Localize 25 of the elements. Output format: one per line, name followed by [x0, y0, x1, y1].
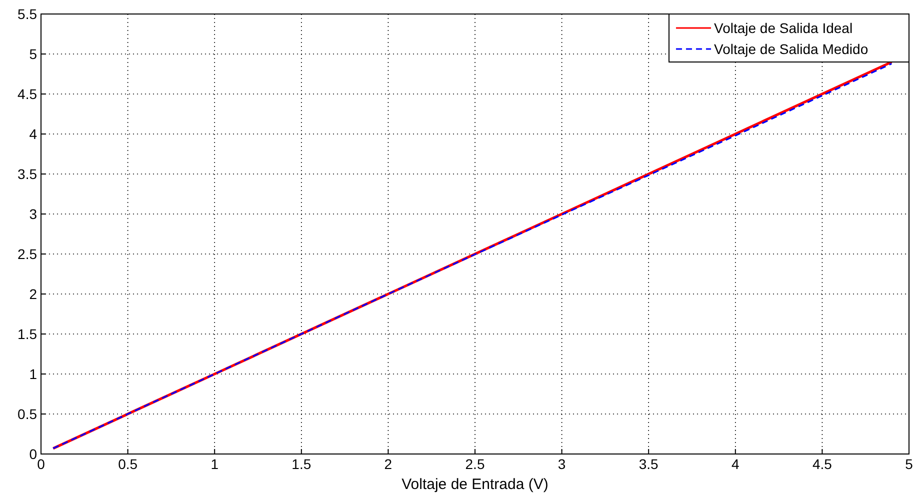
y-tick-label: 5.5 [18, 6, 38, 22]
y-tick-label: 1 [29, 366, 38, 382]
x-tick-label: 1.5 [292, 456, 312, 472]
x-tick-label: 0.5 [118, 456, 138, 472]
y-tick-label: 0.5 [18, 406, 38, 422]
x-tick-label: 4 [732, 456, 740, 472]
x-axis-title: Voltaje de Entrada (V) [402, 476, 548, 493]
x-tick-label: 3.5 [638, 456, 659, 472]
y-tick-label: 1.5 [18, 326, 38, 342]
y-tick-label: 0 [29, 446, 38, 462]
x-tick-label: 1 [210, 456, 219, 472]
legend-label: Voltaje de Salida Ideal [714, 20, 853, 36]
y-tick-label: 5 [29, 46, 38, 62]
x-tick-label: 2 [384, 456, 392, 472]
legend-label: Voltaje de Salida Medido [714, 41, 868, 57]
x-tick-label: 3 [558, 456, 566, 472]
y-tick-label: 4.5 [18, 86, 38, 102]
y-tick-label: 3.5 [18, 166, 38, 182]
y-tick-label: 2.5 [18, 246, 38, 262]
y-tick-label: 3 [29, 206, 38, 222]
y-tick-label: 2 [29, 286, 38, 302]
x-tick-label: 2.5 [465, 456, 485, 472]
y-tick-label: 4 [29, 126, 38, 142]
x-tick-label: 4.5 [812, 456, 832, 472]
x-tick-label: 5 [905, 456, 914, 472]
